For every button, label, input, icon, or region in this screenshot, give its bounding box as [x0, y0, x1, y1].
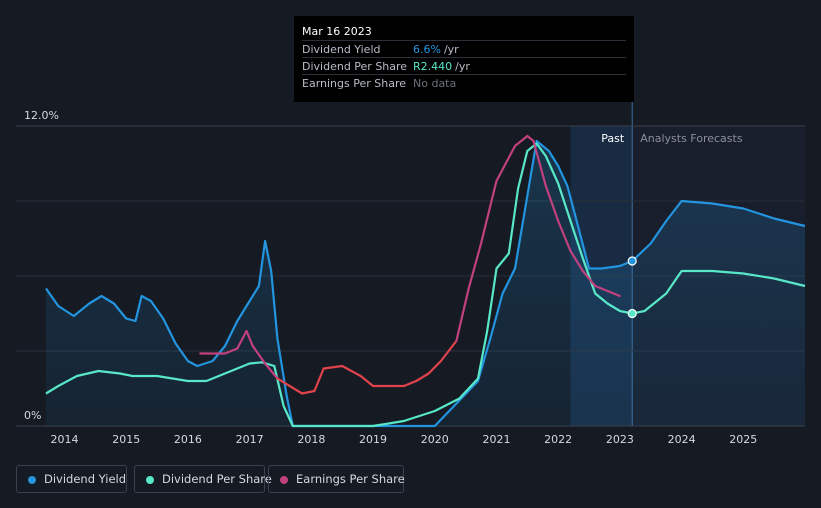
- legend-label: Earnings Per Share: [296, 472, 405, 486]
- earnings-per-share-segment: [495, 144, 517, 183]
- x-tick-label: 2020: [421, 433, 449, 446]
- x-tick-label: 2016: [174, 433, 202, 446]
- tooltip-unit: /yr: [455, 60, 470, 73]
- tooltip-unit: /yr: [443, 43, 459, 56]
- legend-dot: [146, 476, 154, 484]
- tooltip-row-dividend-per-share: Dividend Per Share R2.440/yr: [302, 57, 626, 75]
- x-tick-label: 2025: [729, 433, 757, 446]
- earnings-per-share-segment: [223, 347, 239, 355]
- earnings-per-share-segment: [251, 344, 267, 365]
- x-tick-label: 2017: [236, 433, 264, 446]
- earnings-per-share-segment: [245, 329, 254, 348]
- y-tick-label-top: 12.0%: [24, 109, 59, 122]
- dividend-per-share-marker: [627, 308, 637, 319]
- legend-label: Dividend Yield: [44, 472, 127, 486]
- tooltip-value: R2.440/yr: [413, 60, 470, 73]
- tooltip-value: 6.6%/yr: [413, 43, 459, 56]
- legend-dot: [28, 476, 36, 484]
- tooltip-value-text: 6.6%: [413, 43, 441, 56]
- tooltip-label: Dividend Per Share: [302, 60, 408, 73]
- earnings-per-share-segment: [467, 242, 483, 290]
- x-tick-label: 2021: [482, 433, 510, 446]
- earnings-per-share-segment: [479, 179, 498, 245]
- tooltip-label: Dividend Yield: [302, 43, 381, 56]
- earnings-per-share-segment: [313, 367, 325, 393]
- x-tick-label: 2014: [51, 433, 79, 446]
- earnings-per-share-segment: [526, 134, 535, 143]
- tooltip-value-text: No data: [413, 77, 457, 90]
- earnings-per-share-segment: [439, 339, 458, 363]
- x-tick-label: 2024: [668, 433, 696, 446]
- earnings-per-share-segment: [581, 269, 597, 288]
- legend-dividend-yield[interactable]: Dividend Yield: [16, 465, 127, 493]
- x-tick-label: 2022: [544, 433, 572, 446]
- legend-dividend-per-share[interactable]: Dividend Per Share: [134, 465, 272, 493]
- tooltip-value: No data: [413, 77, 459, 90]
- earnings-per-share-segment: [288, 384, 304, 395]
- earnings-per-share-segment: [322, 364, 344, 370]
- earnings-per-share-segment: [402, 379, 418, 388]
- earnings-per-share-segment: [415, 372, 430, 383]
- x-tick-label: 2018: [297, 433, 325, 446]
- x-tick-label: 2023: [606, 433, 634, 446]
- tooltip-value-text: R2.440: [413, 60, 453, 73]
- tooltip-row-earnings-per-share: Earnings Per Share No data: [302, 74, 626, 92]
- past-label: Past: [601, 132, 625, 145]
- tooltip-row-dividend-yield: Dividend Yield 6.6%/yr: [302, 40, 626, 58]
- forecast-label: Analysts Forecasts: [640, 132, 743, 145]
- earnings-per-share-segment: [606, 289, 621, 298]
- y-tick-label-zero: 0%: [24, 409, 41, 422]
- earnings-per-share-segment: [276, 377, 291, 388]
- earnings-per-share-segment: [544, 184, 560, 223]
- legend-dot: [280, 476, 288, 484]
- earnings-per-share-segment: [594, 284, 609, 293]
- earnings-per-share-segment: [236, 329, 248, 350]
- earnings-per-share-segment: [532, 139, 547, 188]
- earnings-per-share-segment: [455, 287, 470, 343]
- earnings-per-share-segment: [341, 364, 362, 378]
- legend-label: Dividend Per Share: [162, 472, 272, 486]
- tooltip-date: Mar 16 2023: [302, 25, 372, 38]
- legend-earnings-per-share[interactable]: Earnings Per Share: [268, 465, 405, 493]
- earnings-per-share-segment: [359, 374, 375, 388]
- earnings-per-share-segment: [513, 134, 529, 148]
- earnings-per-share-segment: [427, 359, 443, 375]
- earnings-per-share-segment: [557, 219, 572, 253]
- earnings-per-share-segment: [300, 389, 316, 395]
- earnings-per-share-segment: [569, 249, 584, 273]
- earnings-per-share-segment: [263, 362, 279, 380]
- x-tick-label: 2019: [359, 433, 387, 446]
- dividend-yield-area: [46, 141, 805, 426]
- x-tick-label: 2015: [112, 433, 140, 446]
- tooltip-label: Earnings Per Share: [302, 77, 407, 90]
- dividend-yield-marker: [627, 256, 637, 266]
- chart-tooltip: Mar 16 2023 Dividend Yield 6.6%/yr Divid…: [294, 16, 634, 102]
